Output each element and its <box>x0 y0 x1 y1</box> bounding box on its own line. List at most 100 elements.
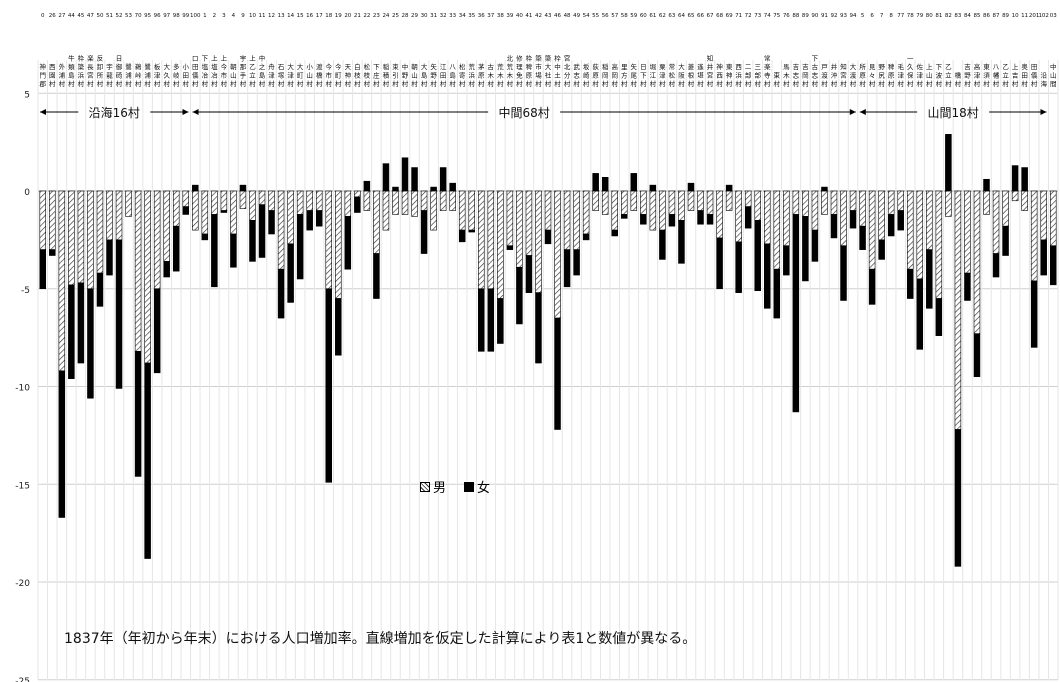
bar-female <box>201 233 209 241</box>
category-name: 口田儀村 <box>192 55 199 89</box>
bar-male <box>573 190 580 250</box>
category-name: 二部村 <box>745 63 752 88</box>
category-number: 72 <box>745 13 752 19</box>
category-name: 古木村 <box>488 62 495 88</box>
bar-male <box>687 190 695 211</box>
bar-male <box>258 190 266 205</box>
category-number: 85 <box>973 13 980 19</box>
bar-male <box>916 190 924 280</box>
bar-male <box>115 190 123 241</box>
category-number: 33 <box>449 13 456 19</box>
category-number: 15 <box>297 13 304 19</box>
bar-female <box>763 243 771 309</box>
category-name: 小山村 <box>306 62 313 88</box>
category-name: 高岡村 <box>611 62 618 88</box>
bar-female <box>96 272 104 307</box>
category-number: 22 <box>363 13 370 19</box>
category-name: 今市村 <box>325 62 332 88</box>
bar-male <box>516 190 523 268</box>
category-name: 乙立村 <box>1002 63 1009 88</box>
category-number: 77 <box>897 13 904 19</box>
bar-male <box>68 190 75 286</box>
bar-male <box>344 190 352 217</box>
category-number: 63 <box>668 13 675 19</box>
category-number: 98 <box>173 13 180 19</box>
bar-male <box>1049 190 1057 247</box>
category-name: 石塚村 <box>278 63 285 88</box>
legend-swatch-male <box>420 481 430 492</box>
category-name: 下古志村 <box>812 55 819 89</box>
bar-female <box>49 249 56 256</box>
category-number: 88 <box>792 13 799 19</box>
bar-female <box>725 184 733 192</box>
category-name: 大島村 <box>421 62 428 88</box>
bar-female <box>172 225 180 272</box>
bar-female <box>68 284 75 379</box>
bar-male <box>849 190 857 211</box>
category-name: 多岐村 <box>173 62 180 88</box>
bar-male <box>735 190 742 243</box>
category-name: 上山村 <box>926 62 933 88</box>
category-name: 大久村 <box>163 62 170 88</box>
bar-female <box>906 268 914 299</box>
bar-male <box>239 190 247 209</box>
bar-female <box>58 370 66 518</box>
bar-male <box>945 190 952 217</box>
bar-male <box>230 190 237 235</box>
bar-male <box>458 190 466 231</box>
category-number: 83 <box>954 13 961 19</box>
category-name: 常楽寺村 <box>764 54 771 89</box>
category-number: 52 <box>116 13 123 19</box>
category-name: 西浜村 <box>735 63 742 88</box>
bar-male <box>840 190 847 247</box>
category-name: 渡橋村 <box>316 62 323 88</box>
bar-female <box>1002 225 1009 256</box>
bar-female <box>163 261 170 278</box>
bar-male <box>144 190 151 364</box>
category-name: 牛類島村 <box>68 54 75 89</box>
bar-female <box>211 214 218 288</box>
category-name: 神門郡 <box>40 62 47 88</box>
category-number: 35 <box>468 13 475 19</box>
category-name: 井沖村 <box>831 62 838 88</box>
category-number: 61 <box>649 13 656 19</box>
category-number: 95 <box>144 13 151 19</box>
category-name: 八島村 <box>449 63 456 88</box>
category-number: 53 <box>125 13 132 19</box>
category-name: 上乙立村 <box>249 54 256 89</box>
category-number: 6 <box>870 13 874 19</box>
category-number: 82 <box>945 13 952 19</box>
category-number: 56 <box>602 13 609 19</box>
bar-male <box>802 190 809 217</box>
category-number: 75 <box>773 13 780 19</box>
category-name: 稲岡村 <box>602 62 609 88</box>
bar-male <box>935 190 943 299</box>
category-name: 板津村 <box>154 62 161 88</box>
bar-female <box>287 243 294 303</box>
chart-annotation: 1837年（年初から年末）における人口増加率。直線増加を仮定した計算により表1と… <box>64 631 697 647</box>
bar-female <box>192 184 199 192</box>
category-number: 81 <box>935 13 942 19</box>
bar-female <box>802 216 809 282</box>
group-label: 沿海16村 <box>89 105 140 120</box>
bar-male <box>420 190 428 211</box>
bar-female <box>783 245 790 276</box>
bar-male <box>106 190 113 241</box>
bar-male <box>821 190 828 215</box>
category-name: 江田村 <box>440 63 447 88</box>
bar-female <box>134 351 142 477</box>
bar-male <box>449 190 456 211</box>
category-number: 64 <box>678 13 685 19</box>
bar-female <box>373 253 380 299</box>
bar-male <box>649 190 657 231</box>
category-gridlines <box>37 60 1059 680</box>
category-number: 92 <box>830 13 837 19</box>
bar-male <box>678 190 685 221</box>
category-name: 堀江村 <box>650 62 657 88</box>
bar-female <box>659 229 666 260</box>
category-labels: 0神門郡26西園村27外浦村44牛類島村45枠簗浜村47楽長宮村50反卸所村51… <box>40 13 1058 88</box>
category-name: 東須村 <box>983 62 990 88</box>
bar-female <box>563 249 571 288</box>
category-number: 70 <box>135 13 142 19</box>
